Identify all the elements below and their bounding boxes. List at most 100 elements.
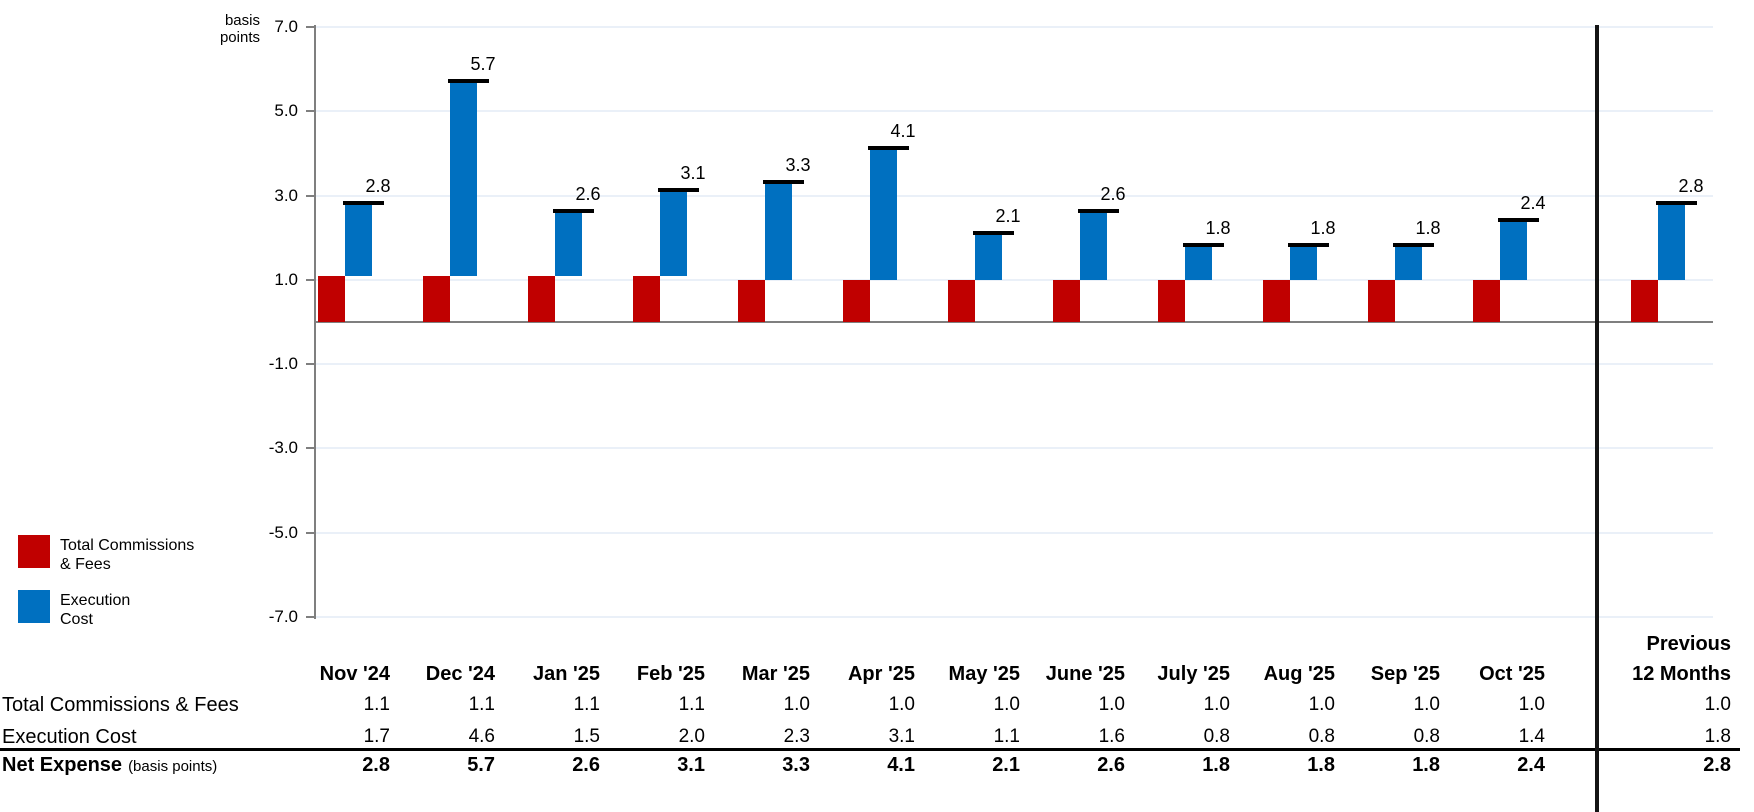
net-expense-cap-apr-25: [868, 146, 909, 151]
commissions-value-may-25: 1.0: [993, 694, 1020, 715]
execution-legend-swatch: [18, 590, 50, 623]
execution-legend-label-line1: Execution: [60, 592, 131, 609]
y-axis-tick--7.0: [306, 615, 316, 618]
net-expense-value-june-25: 2.6: [1097, 754, 1125, 776]
net-expense-label-suffix: (basis points): [128, 758, 218, 775]
net-expense-cap-june-25: [1078, 209, 1119, 214]
table-header-jan-25: Jan '25: [532, 663, 600, 685]
table-header-12-months: 12 Months: [1632, 663, 1731, 685]
net-expense-cap-dec-24: [448, 78, 489, 83]
commissions-bar-june-25: [1053, 279, 1080, 322]
commissions-value-dec-24: 1.1: [468, 694, 495, 715]
gridline--7.0: [316, 615, 1713, 618]
net-expense-value-oct-25: 2.4: [1517, 754, 1545, 776]
execution-bar-previous-12-months: [1658, 204, 1685, 280]
commissions-value-july-25: 1.0: [1203, 694, 1230, 715]
net-expense-value-feb-25: 3.1: [677, 754, 705, 776]
commissions-value-sep-25: 1.0: [1413, 694, 1440, 715]
commissions-bar-sep-25: [1368, 279, 1395, 322]
net-expense-value-may-25: 2.1: [992, 754, 1020, 776]
execution-bar-june-25: [1080, 212, 1107, 280]
execution-value-mar-25: 2.3: [783, 726, 810, 747]
commissions-bar-oct-25: [1473, 279, 1500, 322]
y-axis-unit-line1: basis: [224, 12, 260, 29]
y-axis-tick-label-1.0: 1.0: [274, 269, 298, 289]
execution-value-sep-25: 0.8: [1413, 726, 1440, 747]
net-expense-value-label-oct-25: 2.4: [1520, 192, 1546, 213]
execution-bar-mar-25: [765, 182, 792, 280]
table-header-dec-24: Dec '24: [425, 663, 495, 685]
net-expense-label-bold: Net Expense: [2, 754, 123, 776]
net-expense-value-mar-25: 3.3: [782, 754, 810, 776]
y-axis-tick-label-5.0: 5.0: [274, 101, 298, 121]
y-axis-tick-3.0: [306, 194, 316, 197]
commissions-bar-previous-12-months: [1631, 279, 1658, 322]
net-expense-value-label-june-25: 2.6: [1100, 184, 1126, 205]
commissions-value-mar-25: 1.0: [783, 694, 810, 715]
execution-value-dec-24: 4.6: [468, 726, 495, 747]
gridline--3.0: [316, 447, 1713, 450]
execution-bar-july-25: [1185, 246, 1212, 280]
commissions-bar-may-25: [948, 279, 975, 322]
net-expense-value-previous-12-months: 2.8: [1703, 754, 1731, 776]
net-expense-cap-july-25: [1183, 243, 1224, 248]
commissions-bar-mar-25: [738, 279, 765, 322]
execution-legend-label-line2: Cost: [60, 611, 93, 628]
table-header-sep-25: Sep '25: [1370, 663, 1440, 685]
commissions-value-previous-12-months: 1.0: [1704, 694, 1731, 715]
commissions-value-feb-25: 1.1: [678, 694, 705, 715]
net-expense-value-label-nov-24: 2.8: [365, 176, 391, 196]
net-expense-cap-aug-25: [1288, 243, 1329, 248]
execution-value-feb-25: 2.0: [678, 726, 705, 747]
y-axis-line: [314, 25, 316, 619]
net-expense-value-label-mar-25: 3.3: [785, 154, 811, 175]
net-expense-value-jan-25: 2.6: [572, 754, 600, 776]
net-expense-value-label-jan-25: 2.6: [575, 184, 601, 205]
y-axis-unit-line2: points: [219, 29, 260, 46]
y-axis-tick-7.0: [306, 26, 316, 29]
commissions-value-apr-25: 1.0: [888, 694, 915, 715]
commissions-legend-label-line2: & Fees: [60, 556, 111, 573]
table-header-may-25: May '25: [948, 663, 1020, 685]
execution-bar-apr-25: [870, 149, 897, 280]
table-row-label-total-commissions-fees: Total Commissions & Fees: [2, 694, 239, 716]
net-expense-cap-sep-25: [1393, 243, 1434, 248]
commissions-bar-apr-25: [843, 279, 870, 322]
execution-value-july-25: 0.8: [1203, 726, 1230, 747]
y-axis-tick-5.0: [306, 110, 316, 113]
net-expense-value-nov-24: 2.8: [362, 754, 390, 776]
table-header-feb-25: Feb '25: [636, 663, 705, 685]
y-axis-tick-label--3.0: -3.0: [268, 438, 298, 458]
execution-bar-dec-24: [450, 81, 477, 276]
y-axis-unit-label: basis points: [178, 12, 260, 46]
execution-bar-jan-25: [555, 212, 582, 276]
legend-item-execution-cost: Execution Cost: [18, 590, 130, 629]
gridline-1.0: [316, 278, 1713, 281]
net-expense-value-label-apr-25: 4.1: [890, 121, 916, 142]
net-expense-value-july-25: 1.8: [1202, 754, 1230, 776]
y-axis-tick--5.0: [306, 531, 316, 534]
table-header-previous: Previous: [1646, 633, 1731, 655]
execution-bar-aug-25: [1290, 246, 1317, 280]
commissions-legend-swatch: [18, 535, 50, 568]
execution-bar-feb-25: [660, 191, 687, 276]
commissions-value-aug-25: 1.0: [1308, 694, 1335, 715]
net-expense-value-apr-25: 4.1: [887, 754, 915, 776]
table-header-nov-24: Nov '24: [319, 663, 390, 685]
execution-bar-oct-25: [1500, 220, 1527, 280]
net-expense-value-label-previous-12-months: 2.8: [1678, 176, 1704, 196]
table-header-mar-25: Mar '25: [741, 663, 810, 685]
net-expense-value-label-feb-25: 3.1: [680, 163, 706, 184]
y-axis-tick-label--5.0: -5.0: [268, 522, 298, 542]
legend-item-total-commissions-fees: Total Commissions & Fees: [18, 535, 194, 574]
net-expense-value-label-may-25: 2.1: [995, 205, 1021, 226]
net-expense-cap-mar-25: [763, 179, 804, 184]
commissions-bar-aug-25: [1263, 279, 1290, 322]
previous-period-divider-line: [1595, 25, 1599, 812]
net-expense-cap-oct-25: [1498, 217, 1539, 222]
net-expense-value-aug-25: 1.8: [1307, 754, 1335, 776]
net-expense-cap-nov-24: [343, 201, 384, 205]
execution-value-nov-24: 1.7: [363, 726, 390, 747]
execution-value-jan-25: 1.5: [573, 726, 600, 747]
execution-value-may-25: 1.1: [993, 726, 1020, 747]
